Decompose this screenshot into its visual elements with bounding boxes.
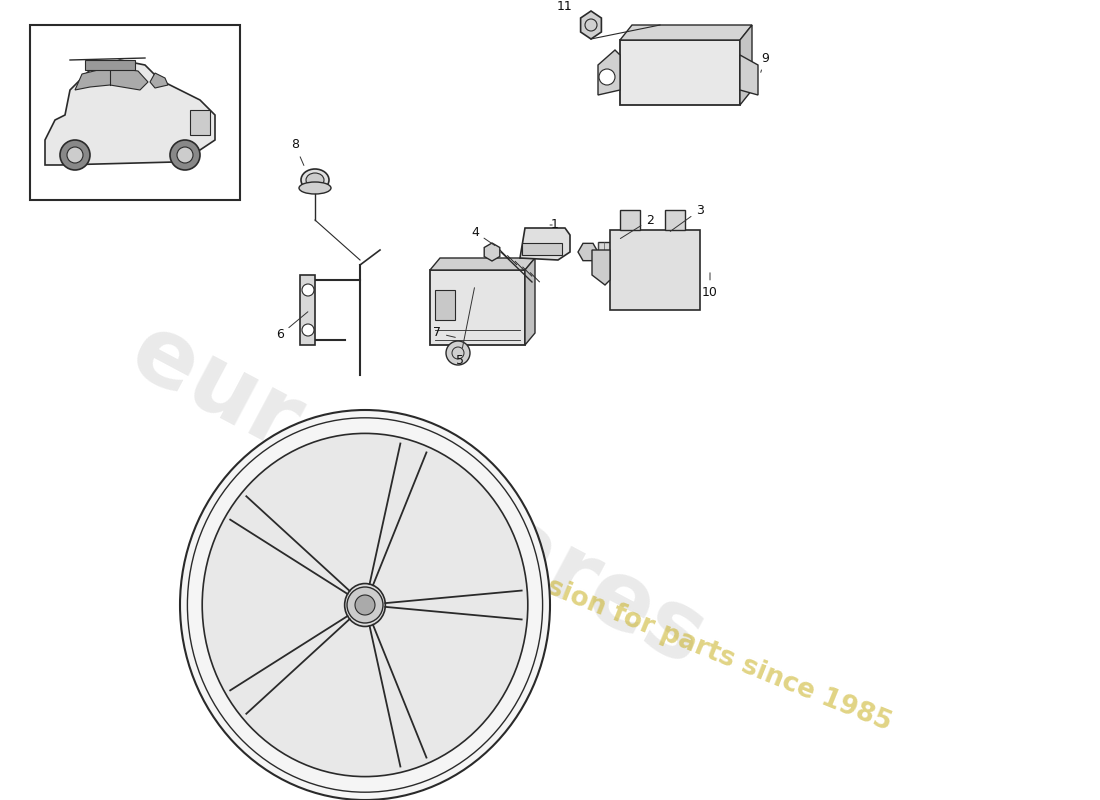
Circle shape	[600, 69, 615, 85]
Ellipse shape	[299, 182, 331, 194]
Circle shape	[346, 587, 383, 623]
Bar	[620, 40, 740, 105]
Polygon shape	[740, 25, 752, 105]
Bar	[434, 290, 455, 320]
Polygon shape	[592, 250, 611, 285]
Bar	[30, 25, 240, 200]
Bar	[430, 270, 525, 345]
Polygon shape	[525, 258, 535, 345]
Circle shape	[446, 341, 470, 365]
Ellipse shape	[344, 583, 385, 626]
Circle shape	[302, 284, 313, 296]
Text: 10: 10	[702, 273, 718, 298]
Polygon shape	[75, 67, 148, 90]
Ellipse shape	[180, 410, 550, 800]
Polygon shape	[430, 258, 535, 270]
Bar	[522, 243, 562, 255]
Text: 4: 4	[471, 226, 495, 246]
Ellipse shape	[301, 169, 329, 191]
Bar	[660, 235, 685, 253]
Text: 9: 9	[761, 51, 769, 72]
Polygon shape	[581, 11, 602, 39]
Bar	[85, 60, 135, 70]
Circle shape	[60, 140, 90, 170]
Text: 7: 7	[433, 326, 455, 339]
Bar	[666, 210, 685, 230]
Text: a passion for parts since 1985: a passion for parts since 1985	[469, 544, 895, 736]
Text: 8: 8	[292, 138, 304, 166]
Circle shape	[177, 147, 192, 163]
Circle shape	[67, 147, 82, 163]
Polygon shape	[620, 25, 752, 40]
Polygon shape	[45, 60, 214, 165]
Ellipse shape	[306, 173, 324, 187]
Ellipse shape	[660, 231, 684, 239]
Text: 2: 2	[620, 214, 653, 238]
Text: 3: 3	[670, 203, 704, 231]
Ellipse shape	[202, 434, 528, 777]
Polygon shape	[150, 73, 168, 88]
Bar	[190, 110, 210, 135]
Polygon shape	[578, 243, 598, 261]
Text: 1: 1	[550, 218, 559, 231]
Text: 6: 6	[276, 312, 308, 342]
Text: euro-spares: euro-spares	[116, 306, 720, 686]
Polygon shape	[300, 275, 315, 345]
Polygon shape	[520, 228, 570, 260]
Circle shape	[170, 140, 200, 170]
Text: 5: 5	[456, 288, 474, 366]
Polygon shape	[484, 243, 499, 261]
Bar	[620, 210, 640, 230]
Circle shape	[302, 324, 313, 336]
Bar	[610, 230, 700, 310]
Text: 11: 11	[557, 1, 573, 14]
Circle shape	[355, 595, 375, 615]
Polygon shape	[740, 55, 758, 95]
Polygon shape	[598, 50, 620, 95]
Bar	[598, 242, 638, 262]
